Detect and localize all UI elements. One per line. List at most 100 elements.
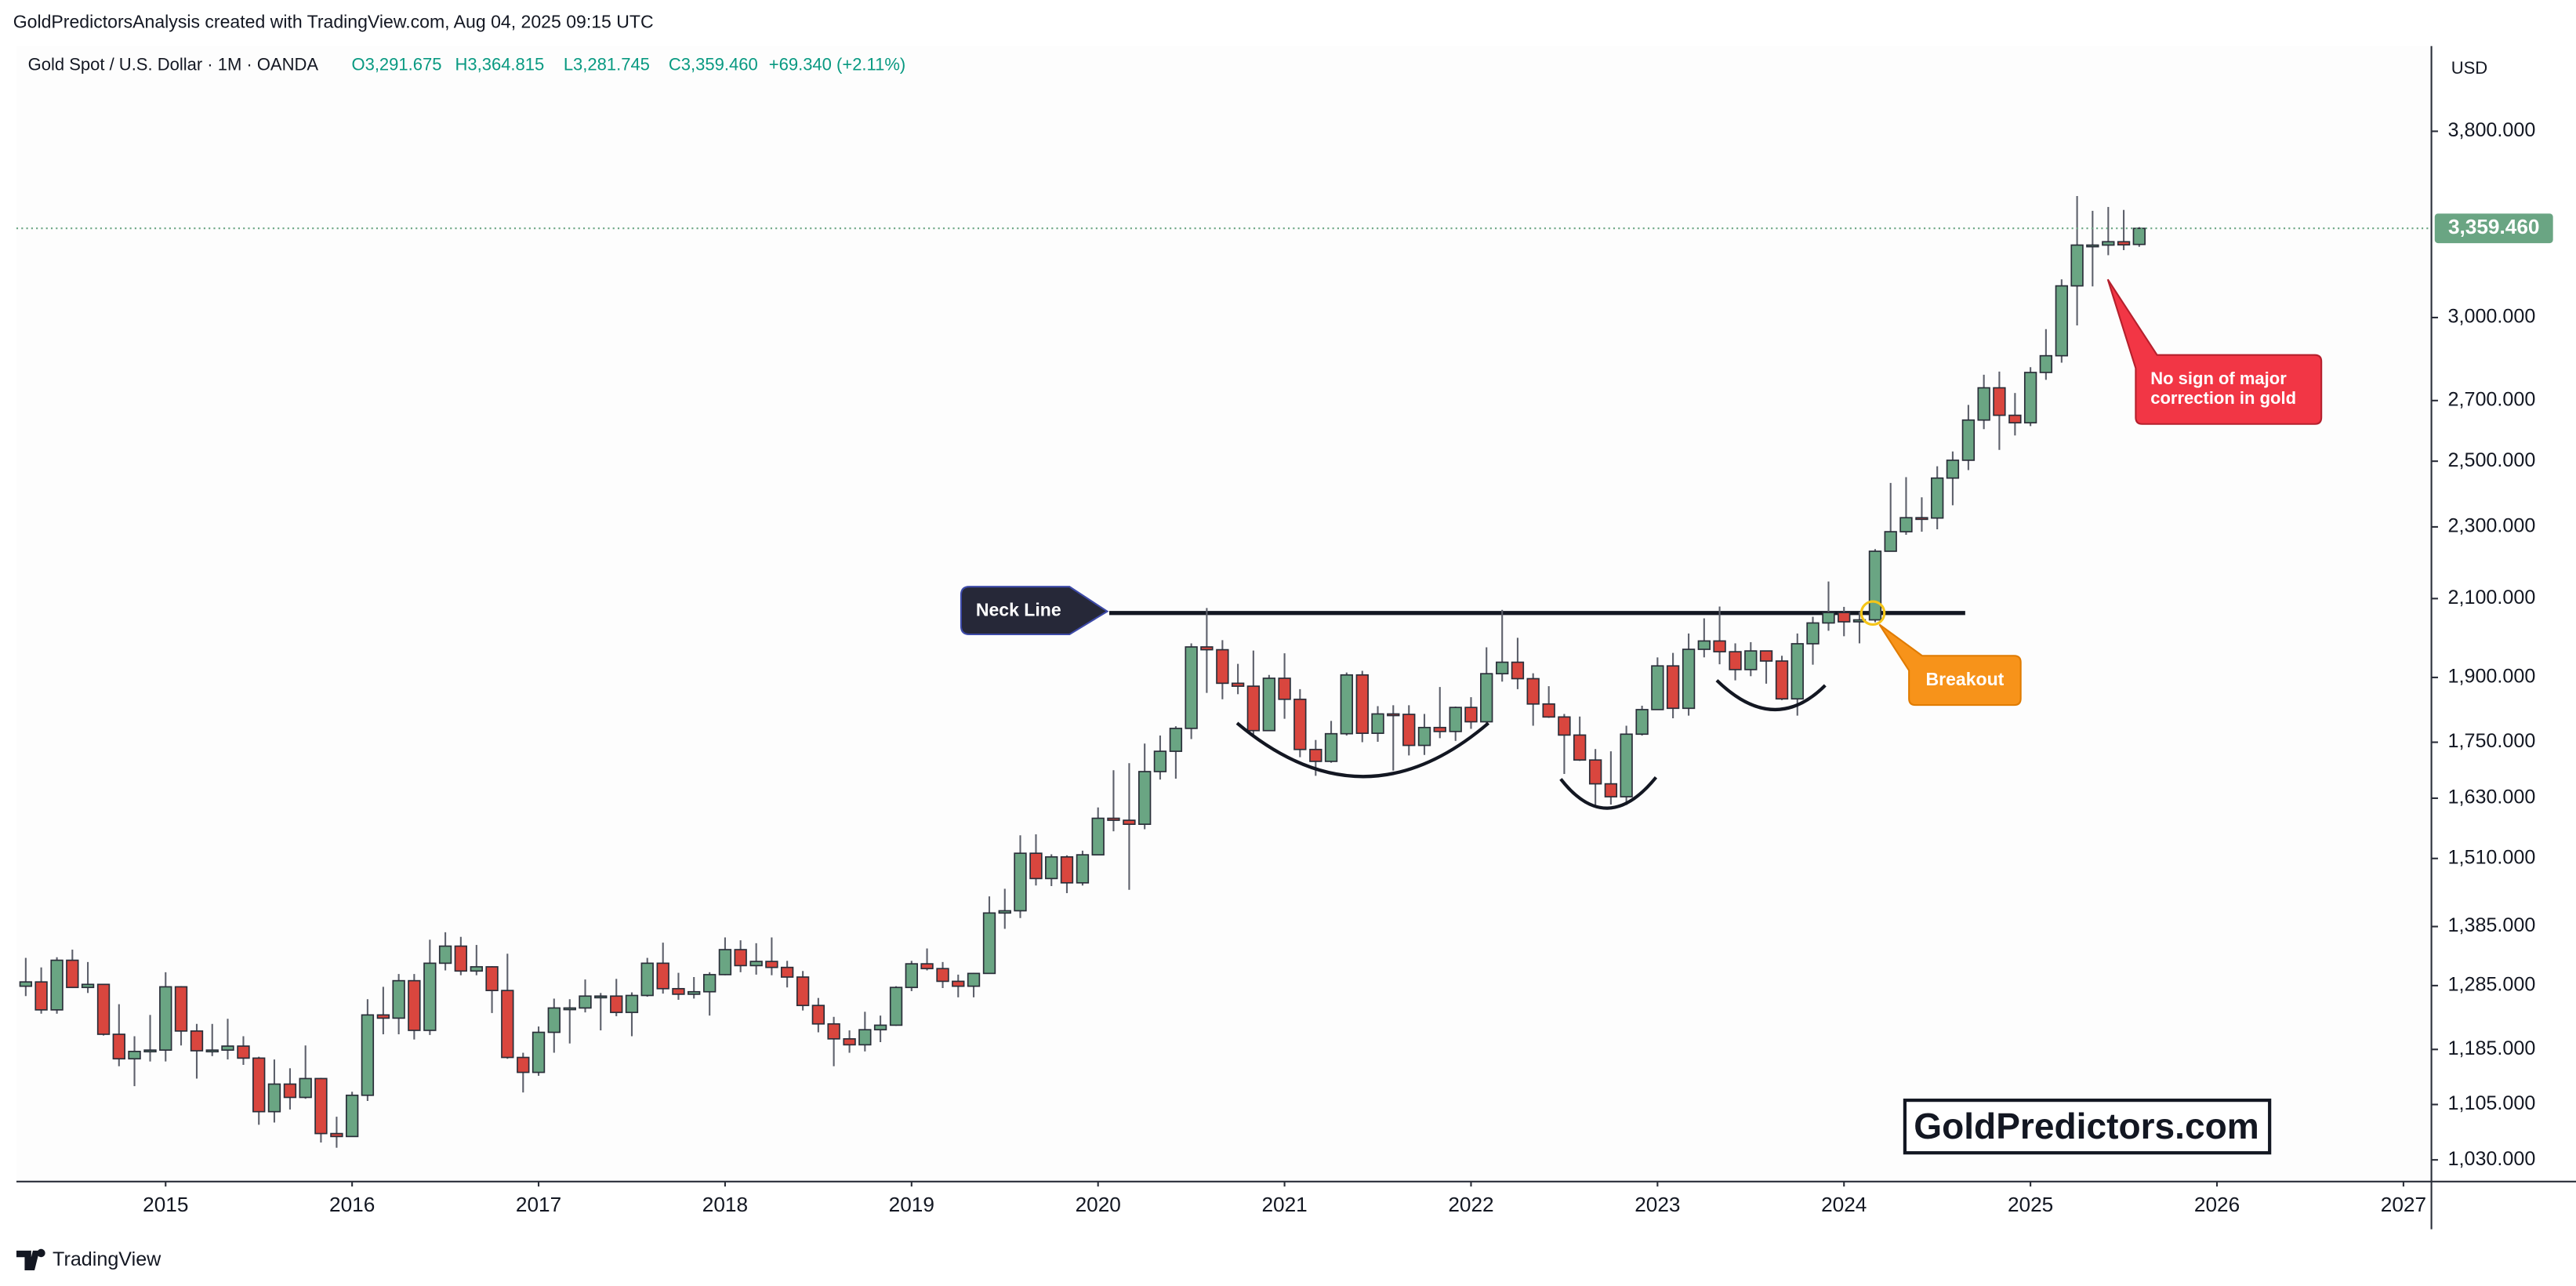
- candle-body: [1666, 665, 1680, 710]
- candle-body: [936, 968, 949, 983]
- candle-body: [501, 990, 514, 1059]
- candle-body: [982, 912, 996, 975]
- candle-body: [2086, 244, 2099, 248]
- y-tick-label: 2,100.000: [2448, 587, 2536, 608]
- candle-body: [1262, 678, 1276, 732]
- x-tick-label: 2017: [516, 1193, 561, 1216]
- candle-body: [1464, 707, 1478, 723]
- header-close: C3,359.460: [669, 55, 758, 74]
- candle-body: [952, 980, 965, 987]
- top-note: GoldPredictorsAnalysis created with Trad…: [13, 12, 654, 32]
- candle-body: [50, 959, 63, 1011]
- y-tick-label: 1,510.000: [2448, 846, 2536, 868]
- neck-line-callout: [960, 586, 1109, 636]
- price-label-box: [2434, 213, 2553, 244]
- candle-body: [2055, 285, 2069, 357]
- candle-body: [1868, 550, 1882, 621]
- candle-body: [858, 1029, 872, 1046]
- candle-body: [1961, 419, 1976, 461]
- x-tick-label: 2025: [2008, 1193, 2053, 1216]
- candle-body: [1293, 698, 1307, 750]
- y-tick-label: 1,900.000: [2448, 666, 2536, 688]
- candle-body: [1511, 661, 1525, 680]
- candle-body: [1402, 714, 1416, 747]
- candle-body: [1246, 685, 1261, 732]
- header-open: O3,291.675: [351, 55, 441, 74]
- candle-body: [688, 990, 701, 995]
- candle-body: [1045, 856, 1058, 880]
- x-tick-label: 2027: [2381, 1193, 2426, 1216]
- candle-body: [1791, 643, 1804, 700]
- candle-body: [1526, 678, 1540, 705]
- candle-body: [2023, 372, 2037, 423]
- candle-body: [1729, 651, 1742, 670]
- currency: USD: [2451, 58, 2487, 78]
- candle-body: [1697, 640, 1711, 650]
- candle-body: [718, 949, 732, 975]
- candle-body: [361, 1014, 375, 1096]
- candle-body: [454, 945, 468, 972]
- candle-body: [1651, 665, 1664, 710]
- correction-note: No sign of major: [2150, 369, 2287, 388]
- candle-body: [392, 979, 405, 1019]
- candle-body: [1216, 648, 1229, 685]
- y-tick-label: 3,800.000: [2448, 119, 2536, 141]
- candle-body: [1496, 661, 1509, 674]
- x-tick-label: 2016: [329, 1193, 375, 1216]
- candle-body: [1806, 622, 1820, 645]
- candle-body: [1309, 748, 1322, 762]
- candle-body: [1884, 531, 1897, 552]
- candle-body: [811, 1004, 825, 1025]
- candle-body: [672, 987, 685, 995]
- candle-body: [734, 949, 747, 967]
- breakout-marker: [1859, 600, 1886, 626]
- candle-body: [1931, 477, 1944, 519]
- candle-body: [205, 1049, 219, 1053]
- candle-body: [2117, 241, 2131, 246]
- candle-body: [1480, 673, 1493, 723]
- candle-body: [1977, 387, 1990, 421]
- x-tick-label: 2026: [2194, 1193, 2240, 1216]
- y-tick-label: 2,300.000: [2448, 515, 2536, 537]
- candle-body: [1014, 852, 1027, 912]
- candle-body: [625, 994, 639, 1013]
- candle-body: [1899, 517, 1913, 532]
- header-low: L3,281.745: [564, 55, 650, 74]
- candle-body: [2039, 354, 2053, 373]
- candle-body: [267, 1083, 281, 1113]
- x-tick-label: 2019: [889, 1193, 934, 1216]
- candle-body: [1153, 750, 1167, 772]
- cup-arc: [1235, 721, 1490, 779]
- candle-body: [1588, 759, 1602, 785]
- watermark-box: [1903, 1099, 2272, 1155]
- candle-body: [610, 995, 623, 1013]
- candle-body: [656, 962, 669, 990]
- candle-body: [1682, 648, 1696, 710]
- candle-body: [640, 962, 654, 997]
- candle-body: [547, 1007, 561, 1034]
- candle-body: [1542, 703, 1555, 718]
- candle-body: [873, 1024, 887, 1031]
- candle-body: [1371, 713, 1384, 734]
- candle-body: [1759, 650, 1773, 662]
- candle-body: [517, 1056, 530, 1073]
- candle-body: [1340, 674, 1353, 735]
- candle-body: [485, 966, 499, 992]
- y-tick-label: 3,000.000: [2448, 306, 2536, 328]
- candle-body: [96, 983, 111, 1035]
- candle-body: [81, 983, 95, 989]
- watermark: GoldPredictors.com: [1914, 1106, 2259, 1146]
- x-tick-label: 2021: [1261, 1193, 1307, 1216]
- x-tick-label: 2018: [702, 1193, 748, 1216]
- breakout-label: Breakout: [1925, 669, 2004, 689]
- candle-body: [703, 974, 717, 993]
- y-tick-label: 1,105.000: [2448, 1092, 2536, 1114]
- candle-body: [920, 963, 934, 970]
- candle-body: [1775, 660, 1789, 700]
- candle-body: [143, 1049, 157, 1053]
- breakout-callout: [1878, 623, 2022, 707]
- candle-body: [889, 986, 903, 1026]
- candle-body: [563, 1007, 576, 1011]
- candle-body: [66, 959, 79, 989]
